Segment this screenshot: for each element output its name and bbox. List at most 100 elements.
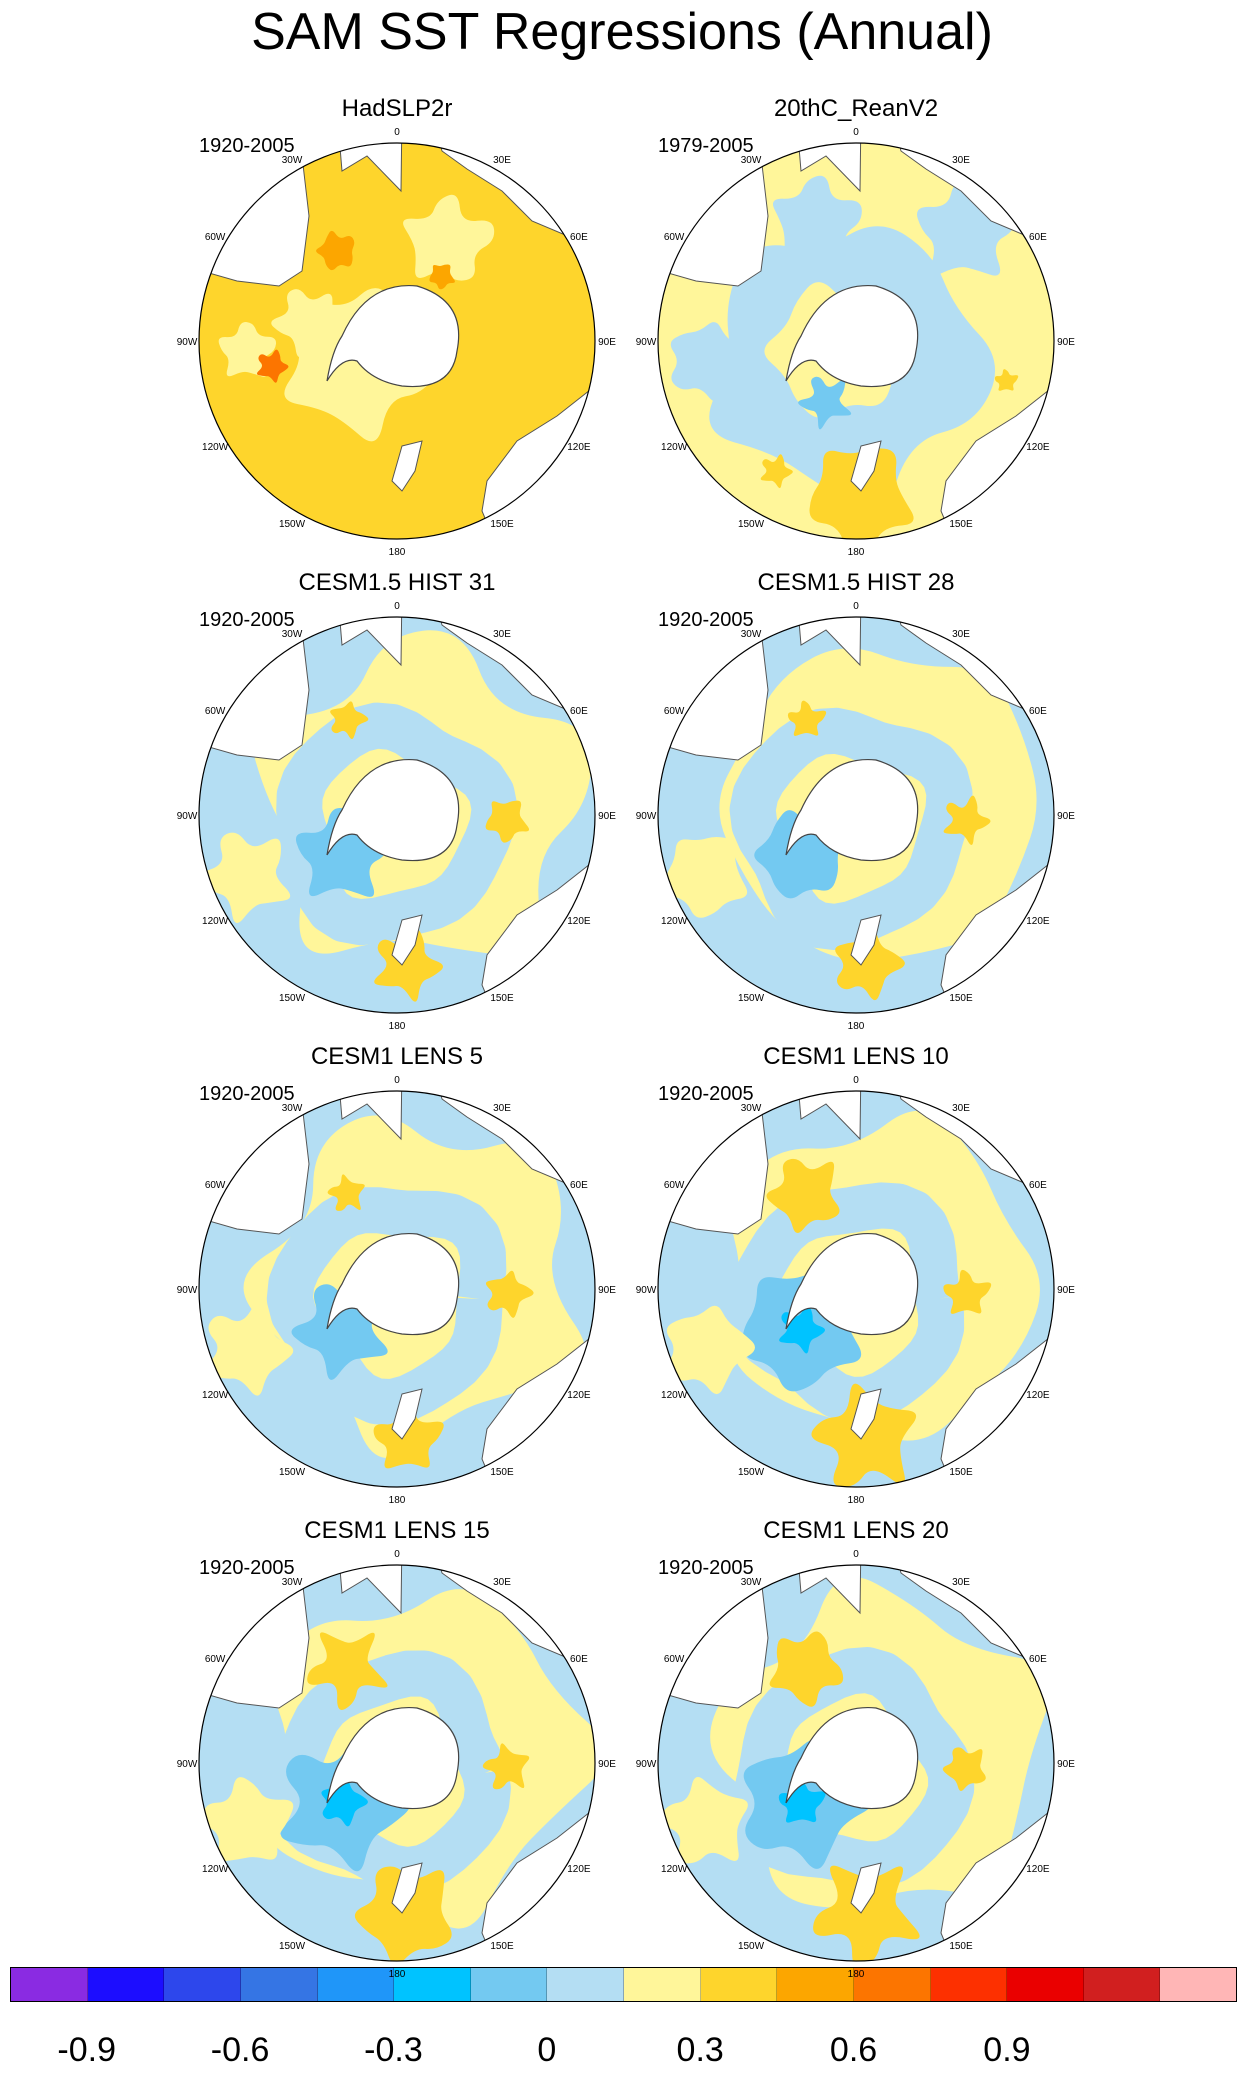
colorbar-tick-label: 0.9 (983, 2031, 1031, 2069)
longitude-label: 180 (848, 1969, 865, 1980)
map-boundary (657, 1090, 1055, 1488)
longitude-label: 120W (661, 442, 688, 453)
longitude-label: 60E (570, 706, 588, 717)
colorbar-swatch (470, 1968, 548, 2001)
longitude-label: 30E (493, 1103, 511, 1114)
colorbar-swatch (87, 1968, 165, 2001)
panel-title: CESM1 LENS 5 (310, 1043, 484, 1070)
land-antarctica (326, 758, 460, 862)
land-africa-tip (795, 143, 862, 193)
longitude-label: 30E (952, 1577, 970, 1588)
longitude-label: 90W (636, 337, 657, 348)
longitude-label: 180 (848, 1495, 865, 1506)
longitude-label: 150W (738, 993, 765, 1004)
longitude-label: 180 (848, 547, 865, 558)
colorbar-swatch (1007, 1968, 1084, 2001)
sst-field (658, 1091, 1054, 1487)
longitude-label: 120E (1026, 1390, 1050, 1401)
panel-title: HadSLP2r (341, 95, 453, 122)
longitude-label: 30W (282, 1103, 303, 1114)
land-africa-tip (795, 1091, 862, 1141)
longitude-label: 150E (949, 1941, 973, 1952)
longitude-label: 60W (205, 1654, 226, 1665)
polar-map: 0 30E 60E 90E 120E 150E 180 150W 120W 90W 60W 30W (636, 127, 1076, 558)
sst-gold-patch (994, 369, 1019, 391)
longitude-label: 120W (661, 916, 688, 927)
longitude-label: 150W (738, 519, 765, 530)
panel-period: 1920-2005 (199, 135, 295, 157)
longitude-label: 120W (202, 1864, 229, 1875)
longitude-label: 90E (1057, 1759, 1075, 1770)
sst-orange-patch (316, 230, 355, 271)
sst-gold-patch (766, 1158, 840, 1233)
sst-field (658, 1565, 1054, 1961)
longitude-label: 60W (205, 706, 226, 717)
longitude-label: 150W (738, 1941, 765, 1952)
longitude-label: 90E (1057, 811, 1075, 822)
land-antarctica (326, 1706, 460, 1810)
sst-field (658, 143, 1054, 539)
sst-gold-patch (787, 700, 827, 736)
panel-period: 1979-2005 (658, 135, 754, 157)
longitude-label: 180 (389, 547, 406, 558)
longitude-label: 90E (598, 811, 616, 822)
colorbar-tick-label: -0.9 (57, 2031, 116, 2069)
land-new-zealand (391, 1388, 423, 1440)
longitude-label: 150W (279, 1467, 306, 1478)
longitude-label: 90E (598, 337, 616, 348)
longitude-label: 60W (205, 232, 226, 243)
longitude-label: 30W (282, 629, 303, 640)
longitude-label: 90W (177, 337, 198, 348)
longitude-label: 60W (664, 232, 685, 243)
colorbar-swatch (1083, 1968, 1161, 2001)
longitude-label: 30W (741, 1577, 762, 1588)
longitude-label: 90E (598, 1285, 616, 1296)
land-africa-tip (336, 1565, 403, 1615)
longitude-label: 120W (202, 1390, 229, 1401)
sst-gold-patch (813, 1865, 920, 1961)
longitude-label: 0 (394, 127, 400, 138)
sst-gold-patch (307, 1632, 388, 1710)
longitude-label: 60E (1029, 1654, 1047, 1665)
land-antarctica (326, 284, 460, 388)
sst-field (658, 617, 1054, 1013)
longitude-label: 0 (394, 601, 400, 612)
longitude-label: 120W (202, 916, 229, 927)
land-new-zealand (391, 914, 423, 966)
longitude-label: 0 (853, 1549, 859, 1560)
sst-yellow-patch (203, 1777, 294, 1862)
longitude-label: 30E (952, 629, 970, 640)
longitude-label: 60W (205, 1180, 226, 1191)
land-new-zealand (850, 1388, 882, 1440)
longitude-label: 120E (1026, 916, 1050, 927)
land-new-zealand (850, 440, 882, 492)
longitude-label: 180 (389, 1969, 406, 1980)
panel-title: CESM1 LENS 15 (304, 1517, 490, 1544)
longitude-label: 150E (490, 993, 514, 1004)
panel-period: 1920-2005 (199, 1083, 295, 1105)
sst-blue-ring (266, 1187, 507, 1426)
colorbar-swatch (317, 1968, 395, 2001)
longitude-label: 30E (493, 155, 511, 166)
sst-field (199, 617, 595, 1013)
longitude-label: 150E (490, 1941, 514, 1952)
longitude-label: 180 (848, 1021, 865, 1032)
longitude-label: 30W (282, 155, 303, 166)
longitude-label: 90W (177, 811, 198, 822)
map-boundary (198, 1090, 596, 1488)
longitude-label: 90E (1057, 337, 1075, 348)
colorbar-swatch (853, 1968, 931, 2001)
sst-gold-patch (482, 1743, 530, 1790)
longitude-label: 0 (394, 1549, 400, 1560)
colorbar-swatch (930, 1968, 1008, 2001)
sst-gold-patch (942, 1747, 986, 1791)
longitude-label: 150W (279, 993, 306, 1004)
land-antarctica (785, 758, 919, 862)
longitude-label: 120E (1026, 1864, 1050, 1875)
longitude-label: 60W (664, 706, 685, 717)
colorbar (10, 1967, 1237, 2002)
colorbar-swatch (11, 1968, 88, 2001)
longitude-label: 60W (664, 1180, 685, 1191)
map-boundary (198, 616, 596, 1014)
sst-blue-patch (798, 376, 852, 430)
